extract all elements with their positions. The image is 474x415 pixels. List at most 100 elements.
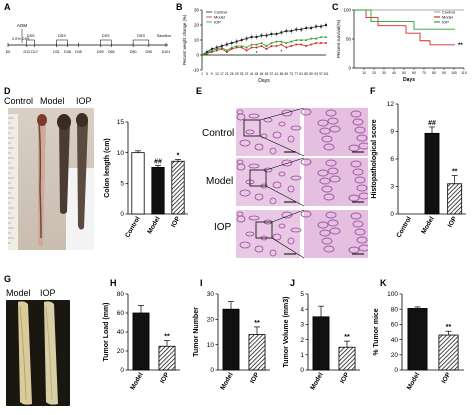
category-label: IOP bbox=[249, 371, 261, 385]
y-tick-label: 0 bbox=[196, 53, 199, 58]
tumor-colon-photo bbox=[6, 300, 70, 406]
y-tick-label: 100 bbox=[343, 8, 351, 13]
bar-iop bbox=[338, 346, 356, 371]
data-point bbox=[305, 45, 308, 47]
significance-mark: * bbox=[280, 50, 282, 56]
data-point bbox=[265, 48, 268, 50]
data-point bbox=[280, 40, 283, 43]
y-tick-label: 60 bbox=[391, 322, 399, 329]
legend-label: Control bbox=[214, 10, 227, 15]
y-axis-label: Tumor Volume (mm3) bbox=[283, 297, 290, 368]
dss-period-label: DSS bbox=[58, 34, 66, 38]
panel-label-c: C bbox=[332, 2, 339, 12]
data-point bbox=[295, 38, 298, 41]
histopathology-svg: 0 3 6 9 12 Histopathological score Control ## Mo… bbox=[371, 101, 466, 239]
y-tick-label: 60 bbox=[117, 310, 125, 317]
data-point bbox=[235, 44, 238, 47]
x-tick-label: 25 bbox=[230, 72, 234, 76]
histology-label-control: Control bbox=[202, 128, 235, 139]
y-tick-label: 0 bbox=[348, 66, 351, 71]
survival-svg: 100 50 0 10 20 30 40 50 60 70 80 90 100 110 Days Percen… bbox=[336, 8, 467, 84]
data-point bbox=[324, 35, 328, 38]
tumor-number-svg: 0 10 20 30 Tumor Number Model ** IOP bbox=[193, 291, 270, 391]
category-label: Control bbox=[395, 215, 413, 239]
x-tick-label: 9 bbox=[211, 72, 213, 76]
legend-label: IOP bbox=[214, 20, 221, 25]
data-point bbox=[295, 43, 298, 46]
colon-length-photo bbox=[8, 108, 94, 250]
tumor-load-chart: 0 20 40 60 80 Tumor Load (mm) Model ** IOP bbox=[100, 284, 190, 410]
significance-mark: ## bbox=[428, 120, 436, 127]
panel-label-k: K bbox=[380, 278, 387, 288]
tumor-photo-label-model: Model bbox=[6, 288, 31, 298]
timeline-day-label: D101 bbox=[162, 50, 171, 54]
data-point bbox=[265, 44, 268, 47]
data-point bbox=[320, 42, 323, 44]
y-tick-label: 40 bbox=[117, 329, 125, 336]
x-tick-label: 17 bbox=[220, 72, 224, 76]
y-tick-label: 5 bbox=[120, 181, 124, 188]
y-axis-label: Colon length (cm) bbox=[104, 138, 111, 198]
bar-model bbox=[132, 312, 150, 371]
y-tick-label: 3 bbox=[300, 322, 304, 329]
x-tick-label: 85 bbox=[304, 72, 308, 76]
dss-period-label: DSS bbox=[137, 34, 145, 38]
timeline-day-label: D59 bbox=[97, 50, 104, 54]
x-tick-label: 53 bbox=[265, 72, 269, 76]
zoom-box bbox=[249, 169, 267, 187]
y-tick-label: 1 bbox=[300, 352, 304, 359]
data-point bbox=[304, 38, 308, 41]
y-axis-label: Percent weight change (%) bbox=[182, 14, 187, 65]
y-tick-label: 20 bbox=[194, 23, 200, 28]
x-tick-label: 90 bbox=[442, 71, 446, 75]
x-tick-label: 49 bbox=[260, 72, 264, 76]
data-point bbox=[310, 43, 313, 46]
y-tick-label: 3 bbox=[390, 184, 394, 191]
y-tick-label: 40 bbox=[391, 337, 399, 344]
data-point bbox=[240, 44, 243, 47]
data-point bbox=[205, 52, 209, 55]
bar-iop bbox=[158, 345, 176, 371]
y-tick-label: 9 bbox=[390, 129, 394, 136]
category-label: IOP bbox=[170, 215, 182, 229]
data-point bbox=[275, 45, 278, 47]
data-point bbox=[270, 41, 273, 44]
tumor-photo-label-iop: IOP bbox=[40, 288, 56, 298]
x-tick-label: 97 bbox=[319, 72, 323, 76]
y-tick-label: 80 bbox=[117, 291, 125, 298]
data-point bbox=[300, 38, 303, 41]
y-tick-label: 30 bbox=[207, 291, 215, 298]
category-label: Control bbox=[124, 215, 142, 239]
x-tick-label: 61 bbox=[275, 72, 279, 76]
survival-curve-iop bbox=[354, 9, 455, 30]
panel-label-g: G bbox=[4, 274, 12, 284]
dss-period-box bbox=[26, 39, 35, 46]
x-tick-label: 13 bbox=[215, 72, 219, 76]
timeline-day-label: D12 bbox=[23, 50, 30, 54]
category-label: Model bbox=[219, 371, 235, 391]
bar-model bbox=[407, 308, 428, 371]
data-point bbox=[270, 45, 273, 47]
data-point bbox=[255, 46, 258, 49]
data-point bbox=[280, 43, 283, 46]
data-point bbox=[275, 40, 278, 43]
tumor-load-svg: 0 20 40 60 80 Tumor Load (mm) Model ** IOP bbox=[103, 291, 180, 391]
y-tick-label: 6 bbox=[390, 156, 394, 163]
category-label: Model bbox=[420, 215, 436, 235]
category-label: Model bbox=[146, 215, 162, 235]
y-tick-label: 5 bbox=[300, 291, 304, 298]
dss-period-box bbox=[100, 39, 112, 46]
panel-label-b: B bbox=[176, 2, 183, 12]
tumor-volume-svg: 0 1 2 3 4 5 Tumor Volume (mm3) Model ** IOP bbox=[283, 291, 360, 391]
data-point bbox=[290, 40, 293, 43]
y-tick-label: 50 bbox=[346, 37, 352, 42]
data-point bbox=[285, 41, 288, 44]
bar-model bbox=[151, 166, 165, 215]
timeline-panel: D0 D12 D17 D31 D38 D45 D59 D66 D80 D90 D101 DSS DSS… bbox=[0, 0, 176, 82]
significance-mark: ## bbox=[154, 159, 162, 166]
dss-period-box bbox=[56, 39, 68, 46]
data-point bbox=[300, 43, 303, 46]
timeline-diagram: D0 D12 D17 D31 D38 D45 D59 D66 D80 D90 D101 DSS DSS… bbox=[6, 23, 172, 54]
tumor-volume-chart: 0 1 2 3 4 5 Tumor Volume (mm3) Model ** IOP bbox=[280, 284, 370, 410]
colon-label-iop: IOP bbox=[76, 96, 92, 106]
